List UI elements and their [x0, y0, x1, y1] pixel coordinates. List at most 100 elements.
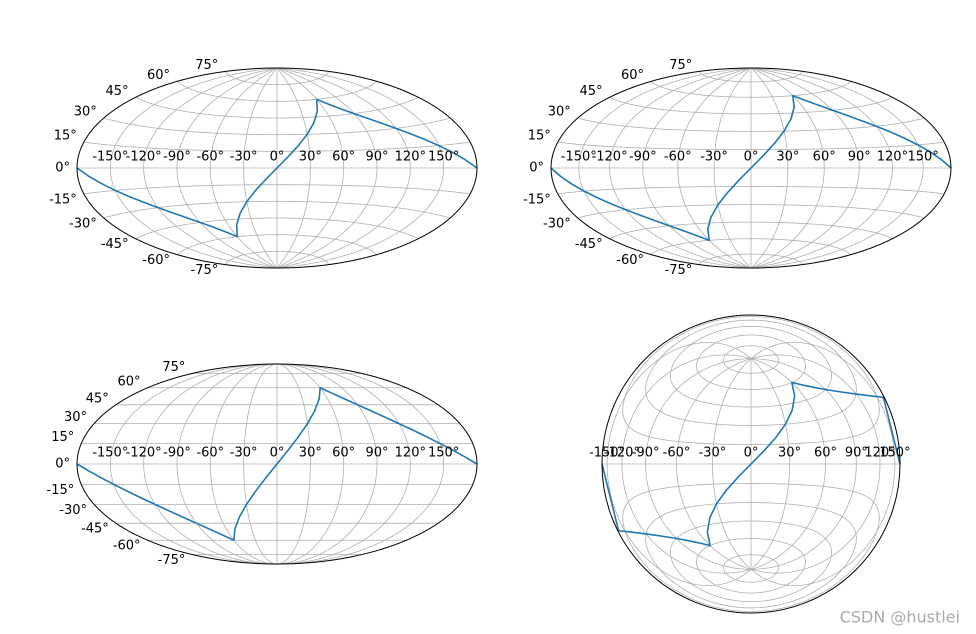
x-tick-label: 60° [814, 446, 837, 461]
x-tick-label: 30° [299, 446, 322, 461]
parallel-grid-line [557, 141, 945, 150]
x-tick-label: 90° [365, 446, 388, 461]
x-tick-label: 120° [877, 150, 908, 165]
x-tick-label: 30° [299, 150, 322, 165]
x-tick-label: -30° [699, 446, 727, 461]
x-tick-label: 120° [395, 446, 426, 461]
x-tick-label: 60° [332, 446, 355, 461]
y-tick-label: 60° [147, 68, 170, 83]
x-tick-label: 60° [813, 150, 836, 165]
y-tick-label: -60° [113, 539, 141, 554]
y-tick-label: 60° [621, 68, 644, 83]
x-tick-label: -90° [163, 150, 191, 165]
x-tick-label: -150° [92, 446, 128, 461]
y-tick-label: 30° [548, 105, 571, 120]
series-line [550, 94, 952, 242]
x-tick-label: -90° [163, 446, 191, 461]
parallel-grid-line [698, 253, 804, 265]
x-tick-label: -60° [196, 150, 224, 165]
series-line [601, 381, 901, 547]
x-tick-label: 120° [395, 150, 426, 165]
x-tick-label: -120° [604, 446, 640, 461]
y-tick-label: -75° [158, 553, 186, 568]
parallel-grid-line [83, 184, 471, 195]
x-tick-label: -120° [126, 150, 162, 165]
map-boundary [76, 363, 478, 565]
x-tick-label: -60° [663, 446, 691, 461]
x-tick-label: 60° [332, 150, 355, 165]
x-tick-label: -150° [561, 150, 597, 165]
y-tick-label: 15° [528, 129, 551, 144]
x-tick-label: 30° [776, 150, 799, 165]
y-tick-label: 75° [669, 58, 692, 73]
map-boundary [601, 314, 901, 614]
x-tick-label: -90° [629, 150, 657, 165]
parallel-grid-line [650, 238, 852, 255]
y-tick-label: 45° [106, 84, 129, 99]
parallel-grid-line [176, 234, 378, 255]
parallel-grid-line [622, 483, 880, 613]
x-tick-label: -120° [126, 446, 162, 461]
y-tick-label: -60° [616, 253, 644, 268]
x-tick-label: 120° [864, 446, 895, 461]
watermark: CSDN @hustlei [840, 608, 960, 627]
x-tick-label: 0° [744, 150, 759, 165]
x-tick-label: 150° [908, 150, 939, 165]
parallel-grid-line [135, 96, 419, 119]
x-tick-label: -150° [589, 446, 625, 461]
x-tick-label: -60° [196, 446, 224, 461]
parallel-grid-line [609, 221, 893, 240]
y-tick-label: 0° [529, 161, 544, 176]
y-tick-label: -75° [665, 263, 693, 278]
x-tick-label: -150° [92, 150, 128, 165]
x-tick-label: 90° [848, 150, 871, 165]
y-tick-label: 0° [55, 457, 70, 472]
parallel-grid-line [696, 538, 806, 594]
y-tick-label: 45° [580, 84, 603, 99]
x-tick-label: 0° [744, 446, 759, 461]
series-line [76, 98, 478, 238]
y-tick-label: -60° [142, 253, 170, 268]
y-tick-label: -30° [543, 217, 571, 232]
y-tick-label: -30° [69, 217, 97, 232]
parallel-grid-line [176, 81, 378, 102]
x-tick-label: 90° [845, 446, 868, 461]
map-boundary [76, 67, 478, 269]
x-tick-label: 150° [879, 446, 910, 461]
parallel-grid-line [224, 250, 330, 265]
parallel-grid-line [557, 186, 945, 195]
x-tick-label: 150° [428, 446, 459, 461]
y-tick-label: -30° [59, 503, 87, 518]
parallel-grid-line [696, 334, 806, 390]
y-tick-label: 60° [118, 374, 141, 389]
y-tick-label: -45° [575, 237, 603, 252]
parallel-grid-line [723, 554, 779, 583]
x-tick-label: -120° [592, 150, 628, 165]
y-tick-label: -45° [81, 522, 109, 537]
y-tick-label: 30° [74, 105, 97, 120]
series-line [76, 386, 478, 542]
parallel-grid-line [622, 315, 880, 445]
parallel-grid-line [135, 217, 419, 240]
parallel-grid-line [669, 325, 833, 408]
y-tick-label: -15° [49, 192, 77, 207]
y-tick-label: -15° [523, 192, 551, 207]
map-boundary [550, 67, 952, 269]
parallel-grid-line [650, 81, 852, 98]
x-tick-label: -60° [664, 150, 692, 165]
parallel-grid-line [224, 71, 330, 86]
x-tick-label: 30° [778, 446, 801, 461]
x-tick-label: -30° [230, 446, 258, 461]
y-tick-label: 75° [162, 360, 185, 375]
parallel-grid-line [723, 345, 779, 374]
y-tick-label: 15° [51, 430, 74, 445]
y-tick-label: 15° [54, 129, 77, 144]
parallel-grid-line [83, 141, 471, 152]
parallel-grid-line [698, 71, 804, 83]
parallel-grid-line [669, 520, 833, 603]
y-tick-label: -75° [191, 263, 219, 278]
parallel-grid-line [609, 96, 893, 115]
y-tick-label: 0° [55, 161, 70, 176]
